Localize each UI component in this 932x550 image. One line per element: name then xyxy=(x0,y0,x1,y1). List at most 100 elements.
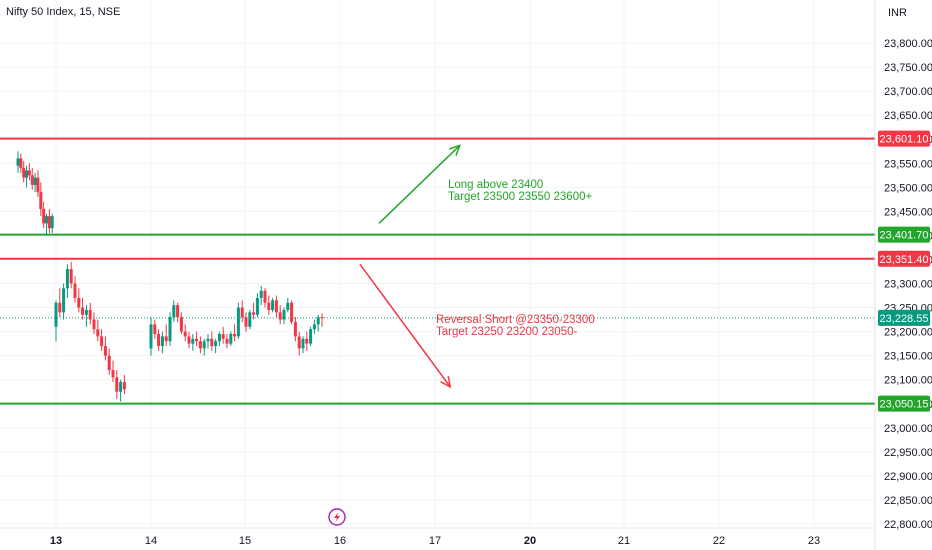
candle-body xyxy=(259,290,263,298)
candle-body xyxy=(88,309,92,320)
candle-body xyxy=(195,338,199,342)
x-tick-label: 22 xyxy=(713,535,725,547)
trend-arrow-line xyxy=(359,263,451,388)
candle-body xyxy=(290,302,294,322)
candle-body xyxy=(33,177,37,185)
x-tick-label: 16 xyxy=(334,535,346,547)
candle-body xyxy=(255,297,259,315)
candle-body xyxy=(271,300,275,310)
y-tick-label: 23,500.00 xyxy=(884,182,932,194)
candle-body xyxy=(45,216,48,224)
candle-body xyxy=(25,170,29,178)
grid-lines xyxy=(0,0,875,528)
candle-body xyxy=(84,309,88,315)
y-axis-ticks[interactable]: 23,800.0023,750.0023,700.0023,650.0023,6… xyxy=(884,38,932,531)
candle-body xyxy=(229,334,233,344)
candle-body xyxy=(119,382,123,392)
candle-body xyxy=(309,329,313,344)
chart-title: Nifty 50 Index, 15, NSE xyxy=(6,6,121,18)
candle-body xyxy=(217,334,221,342)
trend-arrows[interactable] xyxy=(359,144,461,389)
candle-body xyxy=(22,168,26,178)
candle-body xyxy=(240,307,244,318)
level-price-label: 23,601.10 xyxy=(880,134,929,146)
level-price-label: 23,401.70 xyxy=(880,230,929,242)
x-tick-label: 21 xyxy=(618,535,630,547)
y-tick-label: 22,950.00 xyxy=(884,447,932,459)
candle-body xyxy=(267,302,271,310)
y-tick-label: 23,450.00 xyxy=(884,206,932,218)
level-price-tag xyxy=(878,130,930,147)
y-tick-label: 22,850.00 xyxy=(884,495,932,507)
annotation-text: Long above 23400 xyxy=(448,179,543,191)
level-price-tag xyxy=(878,395,930,412)
candle-body xyxy=(176,305,180,318)
candle-body xyxy=(39,192,43,209)
candle-body xyxy=(274,300,278,313)
y-tick-label: 22,900.00 xyxy=(884,471,932,483)
candle-body xyxy=(160,336,164,347)
candle-body xyxy=(50,216,54,229)
candle-body xyxy=(297,336,301,349)
candle-body xyxy=(179,317,183,332)
candle-body xyxy=(320,317,324,319)
x-tick-label: 14 xyxy=(145,535,157,547)
candle-body xyxy=(16,158,20,166)
candle-body xyxy=(103,346,107,356)
candle-body xyxy=(168,317,172,342)
trend-arrow-head xyxy=(440,375,452,389)
candle-body xyxy=(153,324,157,335)
horizontal-levels[interactable] xyxy=(0,137,875,405)
y-tick-label: 23,700.00 xyxy=(884,86,932,98)
y-tick-label: 23,750.00 xyxy=(884,62,932,74)
candle-body xyxy=(252,312,256,315)
x-tick-label: 20 xyxy=(524,535,536,547)
candle-body xyxy=(36,177,40,193)
candle-body xyxy=(157,334,161,347)
candle-body xyxy=(316,317,320,325)
candle-body xyxy=(233,334,237,337)
candle-body xyxy=(244,317,248,327)
x-tick-label: 17 xyxy=(429,535,441,547)
candle-body xyxy=(305,338,309,344)
candle-body xyxy=(62,288,66,313)
candle-body xyxy=(278,312,282,320)
level-price-tag xyxy=(878,226,930,243)
candle-body xyxy=(210,338,214,347)
x-tick-label: 23 xyxy=(808,535,820,547)
lightning-bolt-icon[interactable] xyxy=(328,508,346,526)
last-price-tag xyxy=(878,309,930,326)
trend-arrow-line xyxy=(378,144,461,224)
candle-body xyxy=(30,175,34,185)
annotation-text: Target 23500 23550 23600+ xyxy=(448,191,592,203)
candle-body xyxy=(73,283,77,298)
candle-body xyxy=(58,302,62,313)
y-tick-label: 23,650.00 xyxy=(884,110,932,122)
candle-body xyxy=(47,216,51,229)
candle-body xyxy=(149,324,153,349)
annotation-text: Target 23250 23200 23050- xyxy=(436,326,577,338)
candle-body xyxy=(293,321,297,337)
y-tick-label: 23,550.00 xyxy=(884,158,932,170)
candle-body xyxy=(187,336,191,344)
candle-body xyxy=(92,319,96,330)
candlestick-series xyxy=(16,151,324,402)
candle-body xyxy=(236,307,240,337)
candle-body xyxy=(122,382,126,390)
candle-body xyxy=(100,336,104,347)
candle-body xyxy=(96,329,100,337)
candle-body xyxy=(286,302,290,310)
x-tick-label: 13 xyxy=(50,535,62,547)
candle-body xyxy=(312,324,316,330)
y-tick-label: 23,200.00 xyxy=(884,327,932,339)
y-tick-label: 23,150.00 xyxy=(884,351,932,363)
candle-body xyxy=(202,341,206,349)
candle-body xyxy=(214,341,218,347)
x-axis-ticks[interactable]: 13 14 15 16 17 20 21 22 23 xyxy=(50,535,820,547)
currency-label[interactable]: INR xyxy=(888,7,907,19)
candle-body xyxy=(198,341,202,349)
candle-body xyxy=(107,355,111,371)
x-tick-label: 15 xyxy=(239,535,251,547)
